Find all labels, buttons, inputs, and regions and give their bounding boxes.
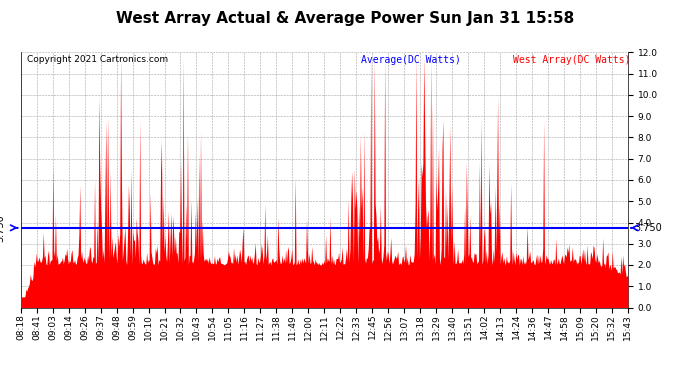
- Text: West Array Actual & Average Power Sun Jan 31 15:58: West Array Actual & Average Power Sun Ja…: [116, 11, 574, 26]
- Text: 3.750: 3.750: [0, 214, 6, 242]
- Text: 3.750: 3.750: [634, 223, 662, 233]
- Text: Copyright 2021 Cartronics.com: Copyright 2021 Cartronics.com: [27, 55, 168, 64]
- Text: Average(DC Watts): Average(DC Watts): [361, 55, 461, 65]
- Text: West Array(DC Watts): West Array(DC Watts): [513, 55, 630, 65]
